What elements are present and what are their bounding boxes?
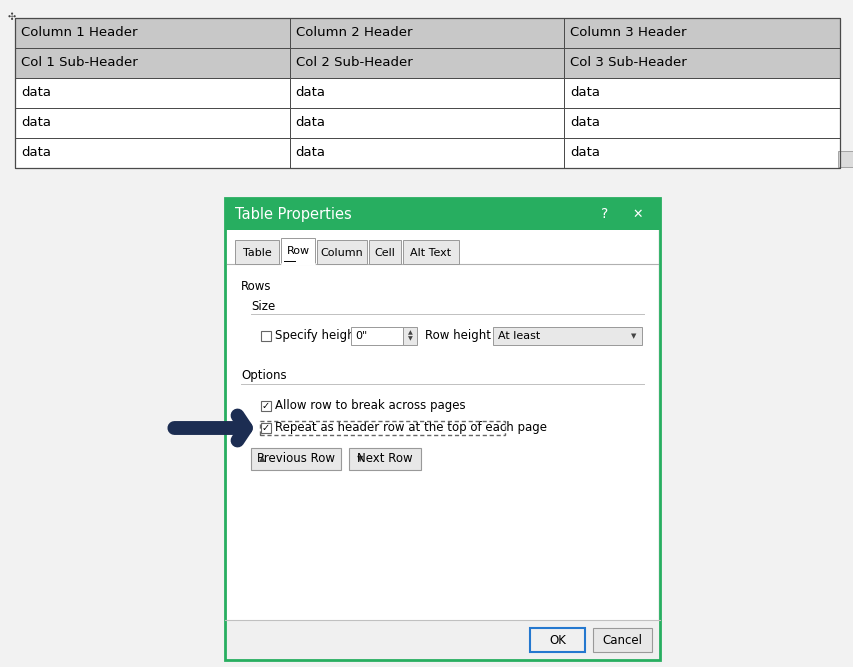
Text: ✣: ✣ [8, 12, 16, 22]
Text: ▼: ▼ [357, 454, 363, 464]
Bar [564, 18, 839, 48]
Bar [351, 327, 403, 345]
Text: data: data [21, 87, 51, 99]
Text: Next Row: Next Row [357, 452, 412, 466]
Text: Cancel: Cancel [602, 634, 641, 646]
Bar [224, 198, 659, 660]
Bar [349, 448, 421, 470]
Text: Alt Text: Alt Text [410, 248, 451, 258]
Bar [235, 240, 279, 264]
Text: Previous Row: Previous Row [257, 452, 334, 466]
Text: Repeat as header row at the top of each page: Repeat as header row at the top of each … [275, 422, 547, 434]
Bar [289, 18, 564, 48]
Text: data: data [295, 147, 325, 159]
Text: Column 1 Header: Column 1 Header [21, 27, 137, 39]
Text: data: data [570, 147, 600, 159]
Text: Cell: Cell [374, 248, 395, 258]
Text: Allow row to break across pages: Allow row to break across pages [275, 400, 465, 412]
Bar [592, 628, 651, 652]
Bar [564, 138, 839, 168]
Text: data: data [21, 117, 51, 129]
Text: Size: Size [251, 299, 275, 313]
Text: Column 2 Header: Column 2 Header [295, 27, 412, 39]
Bar [261, 401, 270, 411]
Bar [368, 240, 401, 264]
Bar [15, 138, 289, 168]
Bar [289, 108, 564, 138]
Text: At least: At least [497, 331, 540, 341]
Text: ✕: ✕ [632, 207, 642, 221]
Text: Rows: Rows [241, 279, 271, 293]
Text: data: data [295, 117, 325, 129]
Bar [564, 78, 839, 108]
Text: Table: Table [242, 248, 271, 258]
Text: ✓: ✓ [262, 423, 270, 433]
Bar [403, 240, 458, 264]
Text: Options: Options [241, 370, 287, 382]
Text: data: data [295, 87, 325, 99]
Bar [289, 48, 564, 78]
Text: Column: Column [320, 248, 363, 258]
Text: Specify height:: Specify height: [275, 329, 363, 342]
Bar [837, 151, 853, 167]
Text: data: data [21, 147, 51, 159]
Text: 0": 0" [355, 331, 367, 341]
Bar [492, 327, 641, 345]
Bar [403, 327, 416, 345]
Bar [15, 18, 839, 168]
Bar [564, 48, 839, 78]
Text: OK: OK [548, 634, 566, 646]
Bar [224, 198, 659, 230]
Text: Row height is:: Row height is: [425, 329, 508, 342]
Text: Table Properties: Table Properties [235, 207, 351, 221]
Text: ▼: ▼ [630, 333, 636, 339]
Bar [289, 78, 564, 108]
Bar [227, 230, 657, 620]
Text: ✓: ✓ [262, 401, 270, 411]
Bar [259, 421, 504, 435]
Bar [261, 331, 270, 341]
Bar [316, 240, 367, 264]
Bar [564, 108, 839, 138]
Text: Col 1 Sub-Header: Col 1 Sub-Header [21, 57, 137, 69]
Text: ?: ? [601, 207, 608, 221]
Bar [289, 138, 564, 168]
Text: ▲: ▲ [258, 454, 265, 464]
Text: Column 3 Header: Column 3 Header [570, 27, 686, 39]
Text: Col 2 Sub-Header: Col 2 Sub-Header [295, 57, 412, 69]
Bar [15, 108, 289, 138]
Bar [15, 18, 289, 48]
Bar [15, 78, 289, 108]
Text: data: data [570, 117, 600, 129]
Text: ▲: ▲ [407, 331, 412, 336]
Text: Col 3 Sub-Header: Col 3 Sub-Header [570, 57, 687, 69]
Bar [261, 423, 270, 433]
Text: data: data [570, 87, 600, 99]
Bar [15, 48, 289, 78]
Bar [281, 238, 315, 264]
Bar [251, 448, 340, 470]
Bar [530, 628, 584, 652]
Text: Row: Row [286, 246, 309, 256]
Text: ▼: ▼ [407, 336, 412, 342]
